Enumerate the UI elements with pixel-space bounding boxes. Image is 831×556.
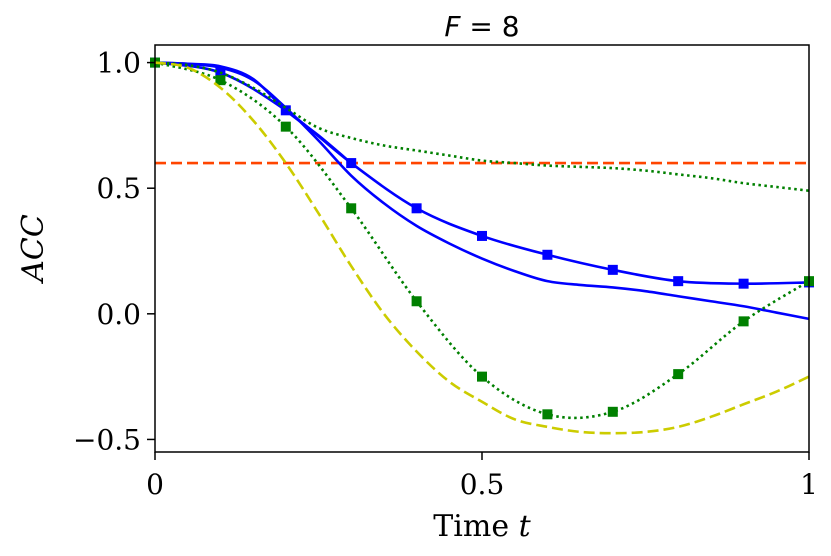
y-axis-label: ACC bbox=[16, 214, 51, 285]
data-point-green-dotted-square-3 bbox=[346, 203, 357, 214]
series-line-blue-solid-a bbox=[154, 61, 810, 321]
series-line-blue-square-marker bbox=[154, 61, 810, 285]
ticks: 0 0.5 1 1.0 0.5 0.0 −0.5 bbox=[73, 47, 818, 501]
x-tick-label: 0.5 bbox=[460, 468, 505, 501]
data-point-green-dotted-square-8 bbox=[673, 369, 684, 380]
chart-title: F = 8 bbox=[444, 10, 519, 43]
data-point-green-dotted-square-9 bbox=[738, 316, 749, 327]
data-point-blue-square-marker-3 bbox=[346, 158, 357, 169]
data-point-blue-square-marker-8 bbox=[673, 276, 684, 287]
y-tick-label: 1.0 bbox=[96, 47, 141, 80]
data-point-green-dotted-square-6 bbox=[542, 409, 553, 420]
data-point-blue-square-marker-6 bbox=[542, 249, 553, 260]
series-line-green-dotted-upper bbox=[154, 61, 810, 193]
data-point-blue-square-marker-2 bbox=[280, 105, 291, 116]
x-tick-label: 0 bbox=[146, 468, 164, 501]
y-tick-label: 0.5 bbox=[96, 172, 141, 205]
x-tick-label: 1 bbox=[800, 468, 818, 501]
data-point-green-dotted-square-1 bbox=[215, 75, 226, 86]
y-tick-label: 0.0 bbox=[96, 298, 141, 331]
data-point-green-dotted-square-5 bbox=[477, 371, 487, 382]
axes-frame bbox=[154, 44, 810, 453]
data-point-blue-square-marker-5 bbox=[477, 230, 487, 241]
data-point-blue-square-marker-4 bbox=[411, 203, 422, 214]
series-line-green-dotted-square bbox=[154, 61, 810, 420]
data-point-green-dotted-square-7 bbox=[607, 406, 618, 417]
data-point-blue-square-marker-7 bbox=[607, 264, 618, 275]
series-line-blue-solid-b bbox=[154, 61, 353, 165]
data-point-blue-square-marker-9 bbox=[738, 278, 749, 289]
series-line-yellow-dashed bbox=[154, 61, 810, 435]
x-axis-label: Time t bbox=[433, 509, 531, 544]
data-point-green-dotted-square-4 bbox=[411, 296, 422, 307]
data-point-green-dotted-square-2 bbox=[280, 121, 291, 132]
y-tick-label: −0.5 bbox=[73, 423, 141, 456]
plot-area bbox=[150, 57, 814, 435]
